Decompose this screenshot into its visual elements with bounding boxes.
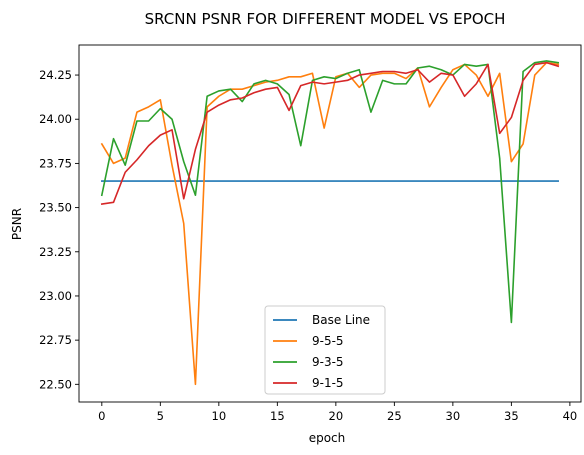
x-axis-label: epoch (309, 431, 346, 445)
legend-label: 9-5-5 (312, 334, 344, 348)
y-axis: 22.50 22.75 23.00 23.25 23.50 23.75 24.00 24.25 (39, 68, 79, 391)
legend-label: Base Line (312, 313, 370, 327)
x-tick-label: 20 (329, 409, 344, 423)
y-tick-label: 22.50 (39, 377, 72, 391)
chart-title: SRCNN PSNR FOR DIFFERENT MODEL VS EPOCH (145, 10, 506, 28)
legend-label: 9-3-5 (312, 355, 344, 369)
plot-area (100, 60, 560, 386)
x-tick-label: 15 (270, 409, 285, 423)
y-tick-label: 24.25 (39, 68, 72, 82)
axes-frame (78, 44, 582, 403)
y-tick-label: 23.00 (39, 289, 72, 303)
y-tick-label: 23.50 (39, 201, 72, 215)
y-tick-label: 24.00 (39, 112, 72, 126)
y-axis-label: PSNR (10, 208, 24, 240)
legend-box (264, 305, 386, 395)
legend-label: 9-1-5 (312, 376, 344, 390)
series-line-1 (100, 61, 560, 386)
y-tick-label: 23.25 (39, 245, 72, 259)
y-tick-label: 22.75 (39, 333, 72, 347)
x-tick-label: 25 (387, 409, 402, 423)
y-tick-label: 23.75 (39, 156, 72, 170)
x-tick-label: 10 (212, 409, 227, 423)
x-tick-label: 30 (446, 409, 461, 423)
series-line-3 (100, 61, 560, 205)
x-tick-label: 35 (504, 409, 519, 423)
x-tick-label: 0 (98, 409, 105, 423)
series-line-2 (100, 60, 560, 324)
x-axis: 0 5 10 15 20 25 30 35 40 (98, 402, 577, 423)
x-tick-label: 40 (563, 409, 578, 423)
legend: Base Line 9-5-5 9-3-5 9-1-5 (264, 305, 386, 395)
x-tick-label: 5 (157, 409, 164, 423)
